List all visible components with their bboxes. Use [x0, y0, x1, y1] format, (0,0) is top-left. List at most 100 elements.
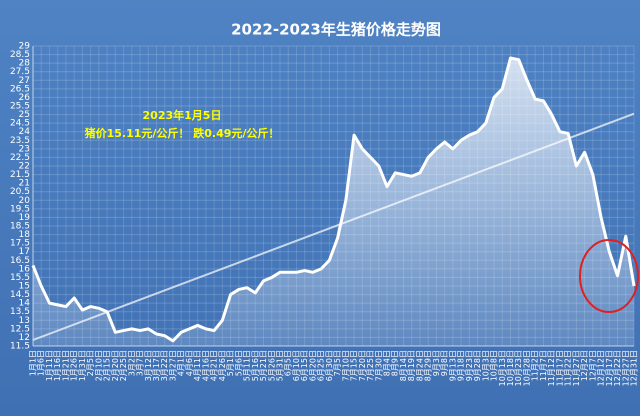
x-tick-label: 10月3日	[481, 350, 490, 381]
x-tick-label: 12月2日	[580, 350, 589, 381]
y-tick-label: 21	[19, 179, 30, 189]
y-tick-label: 18	[19, 230, 31, 240]
x-tick-label: 11月22日	[564, 350, 573, 386]
x-tick-label: 3月12日	[144, 350, 153, 381]
x-tick-label: 1月1日	[29, 350, 38, 376]
y-tick-label: 19	[19, 213, 31, 223]
x-tick-label: 5月21日	[259, 350, 268, 381]
y-tick-label: 24.5	[10, 119, 30, 129]
x-tick-label: 7月10日	[341, 350, 350, 381]
x-tick-label: 6月10日	[292, 350, 301, 381]
chart-title: 2022-2023年生猪价格走势图	[231, 21, 441, 39]
x-tick-label: 8月9日	[391, 350, 400, 376]
x-tick-label: 12月7日	[588, 350, 597, 381]
x-tick-label: 9月13日	[448, 350, 457, 381]
x-tick-label: 5月1日	[226, 350, 235, 376]
x-tick-label: 4月26日	[218, 350, 227, 381]
x-tick-label: 11月17日	[555, 350, 564, 386]
x-tick-label: 8月14日	[399, 350, 408, 381]
y-tick-label: 18.5	[10, 222, 30, 232]
x-tick-label: 4月21日	[210, 350, 219, 381]
x-tick-label: 4月16日	[201, 350, 210, 381]
y-tick-label: 16	[19, 264, 31, 274]
y-tick-label: 23.5	[10, 136, 30, 146]
x-tick-label: 3月22日	[160, 350, 169, 381]
x-tick-label: 12月12日	[597, 350, 606, 386]
x-tick-label: 6月30日	[325, 350, 334, 381]
y-tick-label: 27.5	[10, 67, 30, 77]
x-tick-label: 3月17日	[152, 350, 161, 381]
x-tick-label: 7月30日	[374, 350, 383, 381]
highlight-circle	[579, 239, 639, 313]
y-tick-label: 16.5	[10, 256, 30, 266]
x-tick-label: 8月29日	[424, 350, 433, 381]
x-tick-label: 7月5日	[333, 350, 342, 376]
x-tick-label: 9月18日	[457, 350, 466, 381]
x-tick-label: 8月19日	[407, 350, 416, 381]
x-tick-label: 1月26日	[70, 350, 79, 381]
x-tick-label: 3月27日	[168, 350, 177, 381]
x-tick-label: 10月8日	[490, 350, 499, 381]
y-tick-label: 24	[19, 127, 31, 137]
x-tick-label: 5月26日	[267, 350, 276, 381]
x-tick-label: 8月4日	[383, 350, 392, 376]
x-tick-label: 11月2日	[531, 350, 540, 381]
x-tick-label: 5月31日	[275, 350, 284, 381]
y-tick-label: 22	[19, 162, 30, 172]
x-tick-label: 10月28日	[522, 350, 531, 386]
y-tick-label: 19.5	[10, 204, 30, 214]
x-tick-label: 6月25日	[317, 350, 326, 381]
x-tick-label: 1月31日	[78, 350, 87, 381]
x-tick-label: 1月11日	[45, 350, 54, 381]
x-tick-label: 11月12日	[547, 350, 556, 386]
x-tick-label: 2月20日	[111, 350, 120, 381]
y-tick-label: 15.5	[10, 273, 30, 283]
y-tick-label: 13.5	[10, 307, 30, 317]
x-tick-label: 4月1日	[177, 350, 186, 376]
x-tick-label: 2月5日	[86, 350, 95, 376]
x-tick-label: 9月23日	[465, 350, 474, 381]
x-tick-label: 9月28日	[473, 350, 482, 381]
x-tick-label: 10月13日	[498, 350, 507, 386]
x-tick-label: 2月25日	[119, 350, 128, 381]
x-tick-label: 10月18日	[506, 350, 515, 386]
x-tick-label: 5月6日	[234, 350, 243, 376]
y-tick-label: 12.5	[10, 324, 30, 334]
y-tick-label: 25	[19, 110, 30, 120]
y-tick-label: 28.5	[10, 50, 30, 60]
line	[31, 56, 636, 343]
x-tick-label: 9月8日	[440, 350, 449, 376]
y-tick-label: 26	[19, 93, 31, 103]
y-tick-label: 17.5	[10, 239, 30, 249]
x-tick-label: 9月3日	[432, 350, 441, 376]
x-tick-label: 7月20日	[358, 350, 367, 381]
y-tick-label: 29	[19, 42, 31, 52]
plot: 11.51212.51313.51414.51515.51616.51717.5…	[10, 42, 639, 387]
y-tick-label: 15	[19, 282, 30, 292]
y-tick-label: 12	[19, 333, 30, 343]
x-tick-label: 1月16日	[53, 350, 62, 381]
y-tick-label: 28	[19, 59, 31, 69]
x-tick-label: 4月6日	[185, 350, 194, 376]
x-tick-label: 6月20日	[308, 350, 317, 381]
x-tick-label: 5月16日	[251, 350, 260, 381]
y-tick-label: 21.5	[10, 170, 30, 180]
x-tick-label: 7月15日	[350, 350, 359, 381]
x-tick-label: 1月21日	[61, 350, 70, 381]
y-tick-label: 11.5	[10, 342, 30, 352]
x-tick-label: 12月17日	[605, 350, 614, 386]
x-tick-label: 6月15日	[300, 350, 309, 381]
x-tick-label: 11月27日	[572, 350, 581, 386]
x-tick-label: 12月27日	[621, 350, 630, 386]
x-tick-label: 11月7日	[539, 350, 548, 381]
x-tick-label: 7月25日	[366, 350, 375, 381]
y-tick-label: 23	[19, 144, 30, 154]
x-tick-label: 4月11日	[193, 350, 202, 381]
annotation: 猪价15.11元/公斤！ 跌0.49元/公斤！	[84, 126, 280, 140]
y-tick-label: 17	[19, 247, 30, 257]
area	[33, 58, 634, 346]
y-tick-label: 22.5	[10, 153, 30, 163]
x-tick-label: 1月6日	[37, 350, 46, 376]
annotation: 2023年1月5日	[143, 108, 222, 122]
